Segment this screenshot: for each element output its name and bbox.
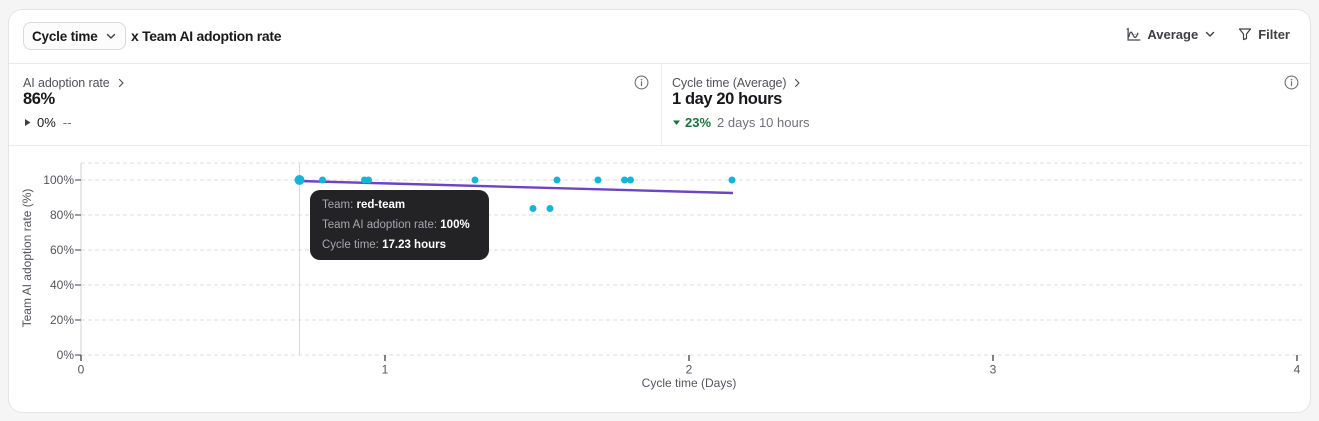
svg-text:100%: 100% xyxy=(43,173,74,187)
svg-text:Team AI adoption rate (%): Team AI adoption rate (%) xyxy=(20,189,34,328)
svg-text:0: 0 xyxy=(78,363,85,377)
svg-text:3: 3 xyxy=(990,363,997,377)
svg-text:0%: 0% xyxy=(57,348,75,362)
svg-text:4: 4 xyxy=(1294,363,1301,377)
svg-text:80%: 80% xyxy=(50,208,74,222)
svg-text:60%: 60% xyxy=(50,243,74,257)
svg-text:40%: 40% xyxy=(50,278,74,292)
svg-text:Cycle time (Days): Cycle time (Days) xyxy=(642,376,737,390)
svg-text:20%: 20% xyxy=(50,313,74,327)
svg-text:1: 1 xyxy=(382,363,389,377)
svg-text:2: 2 xyxy=(686,363,693,377)
